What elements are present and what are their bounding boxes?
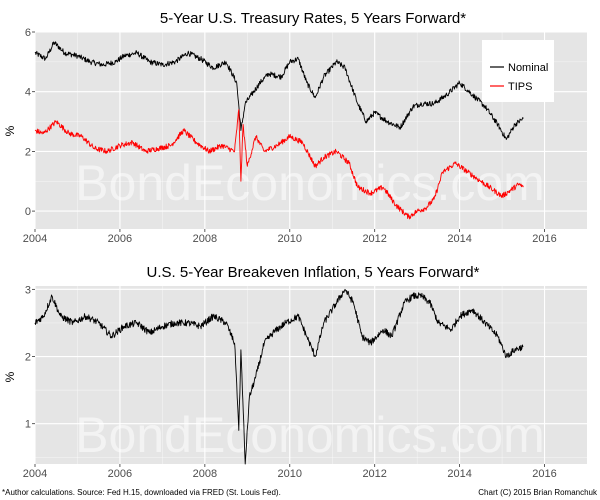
top-chart-watermark: BondEconomics.com xyxy=(75,155,545,211)
bottom-chart-y-label: % xyxy=(3,371,17,382)
x-tick-label: 2012 xyxy=(362,468,386,480)
series-line-breakeven xyxy=(34,288,524,465)
x-tick-label: 2006 xyxy=(108,233,132,245)
bottom-chart-x-ticks: 2004 2006 2008 2010 2012 2014 2016 xyxy=(23,464,557,480)
top-chart-title: 5-Year U.S. Treasury Rates, 5 Years Forw… xyxy=(160,10,466,27)
x-tick-label: 2008 xyxy=(193,233,217,245)
bottom-chart-y-ticks: 1 2 3 xyxy=(25,284,35,431)
top-chart-y-label: % xyxy=(3,125,17,136)
x-tick-label: 2008 xyxy=(193,468,217,480)
x-tick-label: 2012 xyxy=(362,233,386,245)
bottom-chart-panel xyxy=(35,286,587,464)
legend-label-nominal: Nominal xyxy=(508,62,548,74)
x-tick-label: 2010 xyxy=(278,468,302,480)
x-tick-label: 2016 xyxy=(532,233,556,245)
top-chart-series xyxy=(34,41,524,220)
footer-source: *Author calculations. Source: Fed H.15, … xyxy=(2,488,281,497)
x-tick-label: 2004 xyxy=(23,468,47,480)
x-tick-label: 2004 xyxy=(23,233,47,245)
x-tick-label: 2010 xyxy=(278,233,302,245)
y-tick-label: 6 xyxy=(25,27,31,39)
top-chart-y-ticks: 0 2 4 6 xyxy=(25,27,35,218)
legend-label-tips: TIPS xyxy=(508,81,532,93)
y-tick-label: 0 xyxy=(25,206,31,218)
x-tick-label: 2006 xyxy=(108,468,132,480)
x-tick-label: 2014 xyxy=(447,468,471,480)
y-tick-label: 2 xyxy=(25,146,31,158)
series-line-nominal xyxy=(34,41,524,140)
x-tick-label: 2016 xyxy=(532,468,556,480)
y-tick-label: 3 xyxy=(25,284,31,296)
top-chart-x-ticks: 2004 2006 2008 2010 2012 2014 2016 xyxy=(23,229,557,245)
bottom-chart-series xyxy=(34,288,524,465)
bottom-chart-title: U.S. 5-Year Breakeven Inflation, 5 Years… xyxy=(147,264,480,281)
series-line-tips xyxy=(34,109,524,220)
footer-credit: Chart (C) 2015 Brian Romanchuk xyxy=(478,488,598,497)
bottom-chart: U.S. 5-Year Breakeven Inflation, 5 Years… xyxy=(3,264,587,480)
top-chart: 5-Year U.S. Treasury Rates, 5 Years Forw… xyxy=(3,10,587,245)
bottom-chart-watermark: BondEconomics.com xyxy=(75,407,545,463)
y-tick-label: 1 xyxy=(25,419,31,431)
y-tick-label: 4 xyxy=(25,87,31,99)
legend-box xyxy=(482,40,554,102)
top-chart-legend: Nominal TIPS xyxy=(482,40,554,102)
x-tick-label: 2014 xyxy=(447,233,471,245)
y-tick-label: 2 xyxy=(25,352,31,364)
